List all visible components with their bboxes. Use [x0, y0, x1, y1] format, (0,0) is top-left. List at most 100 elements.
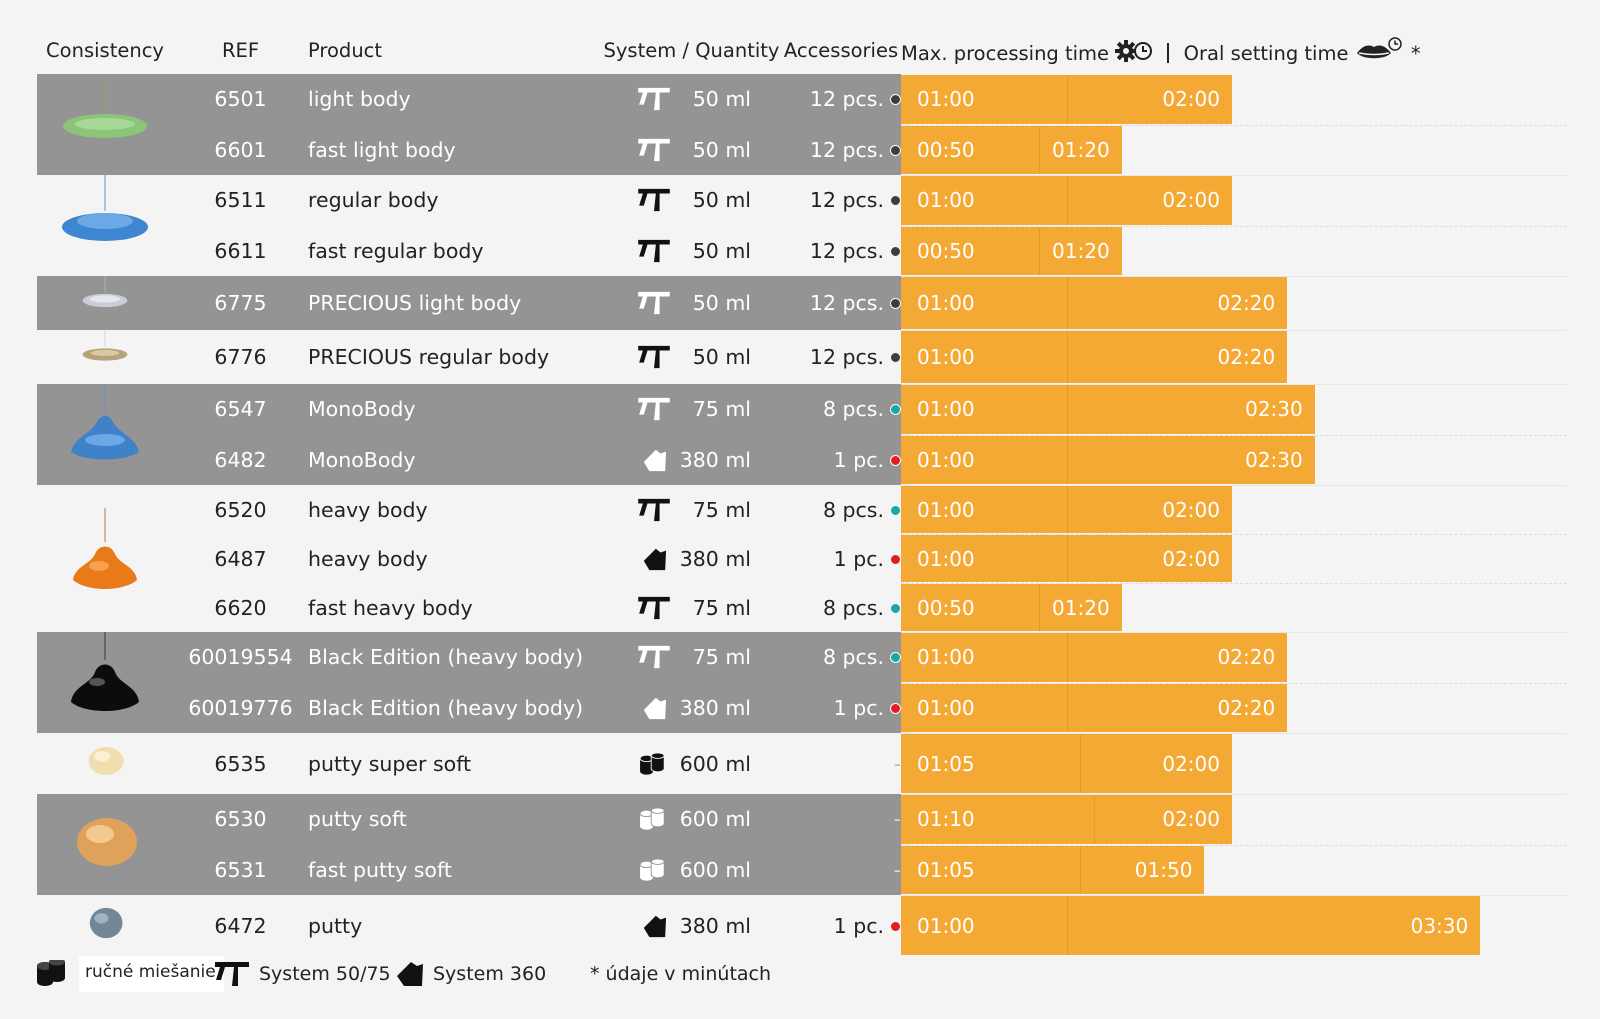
processing-time: 01:00	[917, 397, 975, 422]
header-product: Product	[308, 27, 602, 74]
system-50-75-icon	[638, 291, 670, 315]
setting-time: 02:20	[1217, 291, 1276, 315]
processing-marker	[1066, 385, 1068, 434]
black-edition-drop-icon	[71, 632, 139, 711]
system-quantity-cell: 380 ml	[602, 682, 781, 733]
ref-cell: 6547	[173, 384, 308, 435]
product-cell: MonoBody	[308, 434, 602, 485]
hand-mixing-icon	[639, 857, 665, 881]
time-bar	[901, 125, 1122, 174]
quantity-value: 75 ml	[692, 497, 751, 522]
table-row: 6620 fast heavy body 75 ml 8 pcs. 00:50 01:20	[37, 583, 1567, 632]
legend-note: * údaje v minútach	[590, 952, 771, 996]
product-cell: MonoBody	[308, 384, 602, 435]
quantity-value: 50 ml	[692, 188, 751, 213]
ref-cell: 60019554	[173, 632, 308, 683]
quantity-value: 75 ml	[692, 397, 751, 422]
table-row: 6487 heavy body 380 ml 1 pc. 01:00 02:00	[37, 534, 1567, 583]
header-asterisk: *	[1410, 41, 1421, 65]
accessories-cell: 12 pcs.	[781, 276, 901, 330]
accessories-cell: -	[781, 733, 901, 794]
processing-marker	[1038, 125, 1040, 174]
ref-cell: 6775	[173, 276, 308, 330]
ref-cell: 6511	[173, 175, 308, 226]
product-cell: Black Edition (heavy body)	[308, 632, 602, 683]
table-row: 60019776 Black Edition (heavy body) 380 ml…	[37, 682, 1567, 733]
product-cell: fast regular body	[308, 225, 602, 276]
product-cell: heavy body	[308, 485, 602, 534]
system-50-75-icon	[638, 646, 670, 669]
time-bar	[901, 435, 1315, 484]
legend: ručné miešanie System 50/75 System 360 *…	[35, 952, 795, 996]
time-bar	[901, 331, 1288, 383]
header-consistency: Consistency	[37, 27, 173, 74]
setting-time: 02:20	[1217, 645, 1276, 670]
system-quantity-cell: 380 ml	[602, 434, 781, 485]
orange-heavy-body-drop-icon	[73, 508, 137, 589]
time-bar	[901, 683, 1288, 732]
ref-cell: 6487	[173, 534, 308, 583]
product-cell: putty soft	[308, 794, 602, 845]
time-cell: 00:50 01:20	[901, 125, 1567, 176]
product-cell: putty super soft	[308, 733, 602, 794]
accessories-value: 1 pc.	[833, 695, 884, 720]
setting-time: 01:20	[1052, 137, 1110, 162]
accessories-value: 1 pc.	[833, 546, 884, 571]
system-quantity-cell: 75 ml	[602, 583, 781, 632]
ref-cell: 6472	[173, 895, 308, 956]
processing-time: 01:10	[917, 807, 975, 832]
quantity-value: 75 ml	[692, 595, 751, 620]
product-cell: PRECIOUS regular body	[308, 330, 602, 384]
accessories-value: 1 pc.	[833, 447, 884, 472]
system-quantity-cell: 75 ml	[602, 632, 781, 683]
time-cell: 00:50 01:20	[901, 583, 1567, 632]
product-cell: PRECIOUS light body	[308, 276, 602, 330]
quantity-value: 50 ml	[692, 87, 751, 112]
setting-time: 02:00	[1162, 807, 1220, 832]
time-bar	[901, 896, 1481, 955]
quantity-value: 380 ml	[679, 447, 751, 472]
system-quantity-cell: 75 ml	[602, 384, 781, 435]
consistency-cell	[37, 276, 173, 330]
processing-marker	[1066, 331, 1068, 383]
processing-marker	[1066, 277, 1068, 329]
ref-cell: 60019776	[173, 682, 308, 733]
time-bar	[901, 584, 1122, 631]
time-cell: 01:10 02:00	[901, 794, 1567, 845]
accessories-value: -	[893, 751, 901, 776]
system-50-75-icon	[638, 398, 670, 421]
time-cell: 00:50 01:20	[901, 226, 1567, 277]
quantity-value: 75 ml	[692, 645, 751, 670]
accessories-cell: 1 pc.	[781, 895, 901, 956]
accessories-value: 12 pcs.	[809, 188, 884, 213]
processing-marker	[1080, 845, 1082, 894]
accessory-color-dot	[890, 404, 901, 416]
time-cell: 01:05 02:00	[901, 733, 1567, 794]
ref-cell: 6535	[173, 733, 308, 794]
system-quantity-cell: 600 ml	[602, 794, 781, 845]
product-cell: putty	[308, 895, 602, 956]
processing-time: 01:00	[917, 913, 975, 938]
accessory-color-dot	[890, 352, 901, 363]
time-bar	[901, 385, 1315, 434]
accessories-cell: 12 pcs.	[781, 225, 901, 276]
system-50-75-icon	[638, 498, 670, 521]
hand-mixing-icon	[37, 960, 65, 986]
setting-time: 02:20	[1217, 695, 1276, 720]
processing-time: 01:00	[917, 645, 975, 670]
system-50-75-icon	[638, 239, 670, 262]
setting-time: 01:20	[1052, 238, 1110, 263]
table-row: 6511 regular body 50 ml 12 pcs. 01:00 02:00	[37, 175, 1567, 276]
product-cell: heavy body	[308, 534, 602, 583]
legend-system-360: System 360	[395, 952, 546, 996]
setting-time: 02:00	[1162, 751, 1220, 776]
table-row: 60019554 Black Edition (heavy body) 75 ml 8…	[37, 632, 1567, 733]
time-bar	[901, 795, 1232, 844]
header-accessories: Accessories	[781, 27, 901, 74]
time-cell: 01:00 02:20	[901, 276, 1567, 330]
processing-marker	[1066, 683, 1068, 732]
processing-time: 00:50	[917, 595, 975, 620]
system-50-75-icon	[638, 138, 670, 161]
system-50-75-icon	[638, 189, 670, 212]
system-360-icon	[643, 915, 667, 937]
